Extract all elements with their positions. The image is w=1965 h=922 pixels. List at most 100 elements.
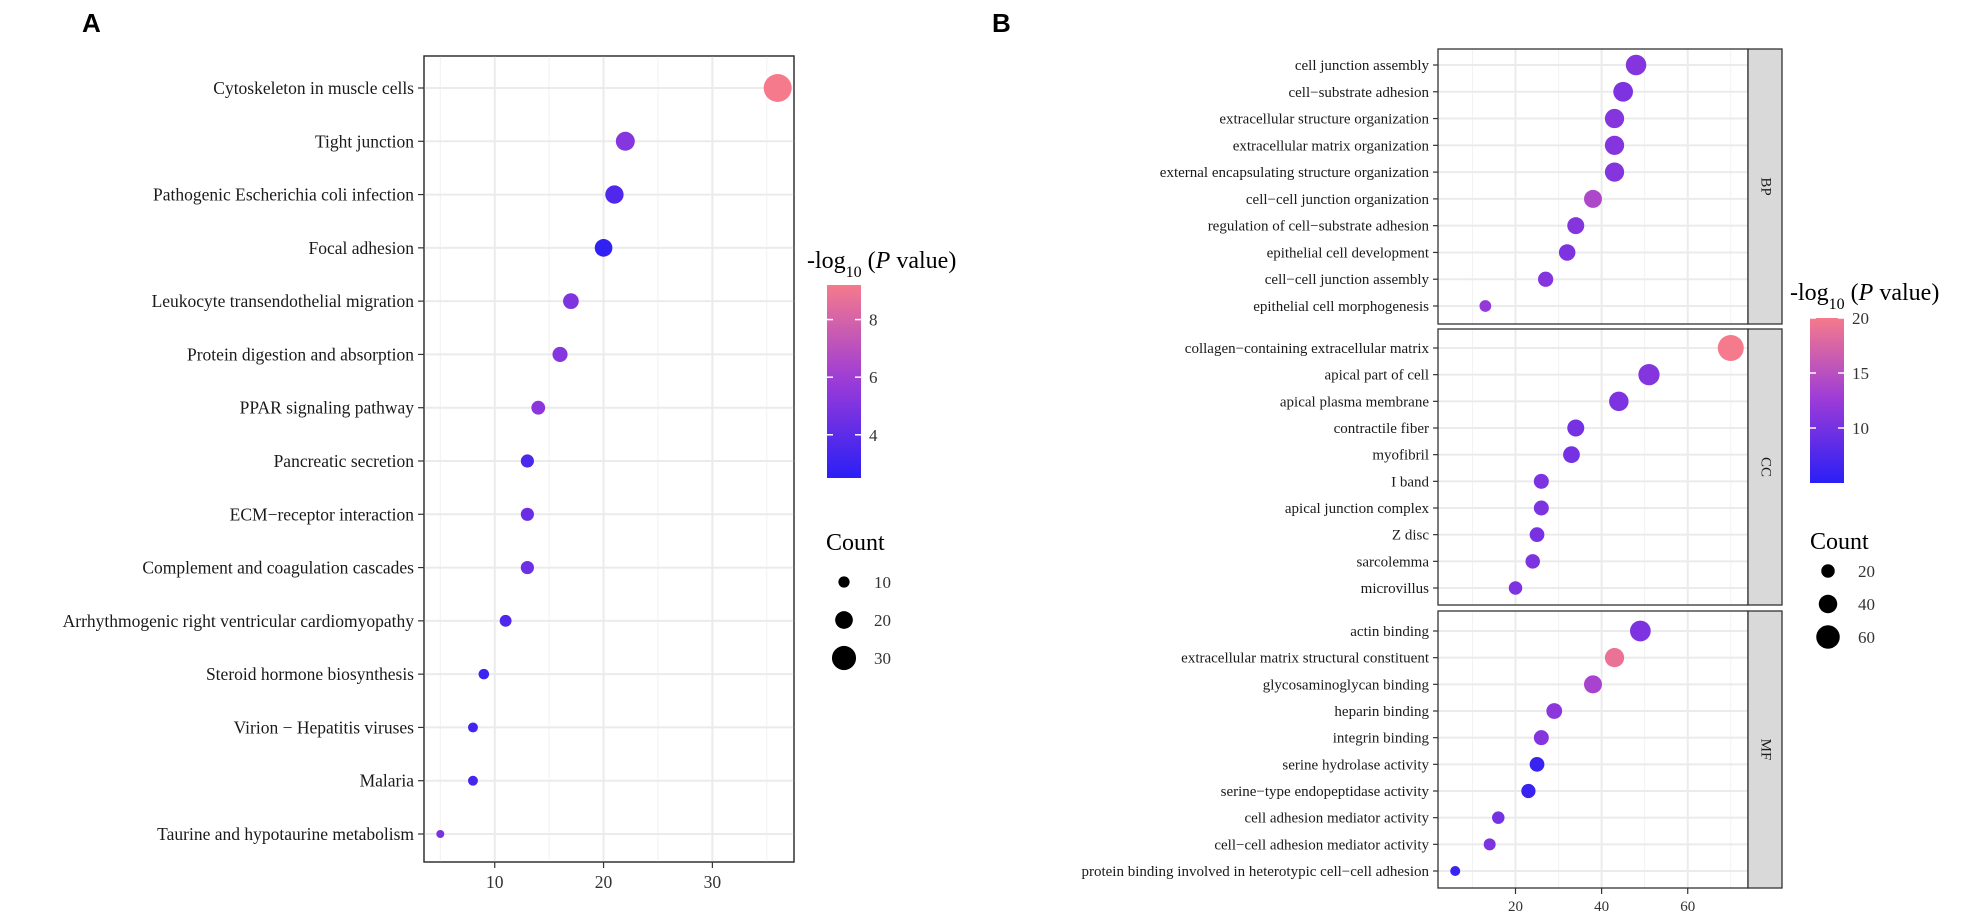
- panel-a-chart: Cytoskeleton in muscle cells Tight juncti…: [63, 55, 956, 892]
- y-tick-label: myofibril: [1372, 448, 1429, 464]
- y-tick-label: cell−cell junction organization: [1246, 192, 1430, 208]
- facet-strip-label: MF: [1758, 739, 1774, 761]
- plot-border-a: [423, 55, 795, 863]
- data-point: [1546, 703, 1563, 719]
- y-tick-label: Arrhythmogenic right ventricular cardiom…: [63, 611, 415, 631]
- data-point: [763, 74, 792, 102]
- x-tick-label: 20: [1508, 899, 1523, 915]
- data-point: [1483, 838, 1496, 851]
- y-tick-label: collagen−containing extracellular matrix: [1185, 341, 1430, 357]
- data-point: [1525, 554, 1540, 569]
- x-tick-label: 30: [704, 872, 722, 892]
- data-point: [520, 560, 534, 575]
- data-point: [1529, 756, 1545, 772]
- y-tick-label: cell−cell junction assembly: [1265, 272, 1430, 288]
- y-tick-label: apical junction complex: [1285, 501, 1430, 517]
- y-tick-label: Cytoskeleton in muscle cells: [213, 78, 414, 98]
- y-tick-label: extracellular matrix organization: [1233, 138, 1430, 154]
- size-legend-point: [1816, 625, 1840, 649]
- data-point: [468, 775, 478, 786]
- data-point: [615, 131, 635, 151]
- y-tick-label: actin binding: [1350, 624, 1429, 640]
- color-legend-title: -log10 (P value): [807, 248, 956, 281]
- data-point: [1529, 527, 1545, 543]
- y-tick-label: Complement and coagulation cascades: [142, 558, 414, 578]
- data-point: [1584, 675, 1602, 694]
- data-point: [1604, 135, 1625, 155]
- facet-strip-label: CC: [1758, 457, 1774, 477]
- data-point: [1533, 730, 1549, 746]
- data-point: [552, 346, 568, 362]
- color-legend-tick-label: 20: [1852, 309, 1869, 328]
- y-tick-label: sarcolemma: [1357, 554, 1430, 570]
- size-legend-point: [831, 645, 857, 671]
- data-point: [1717, 335, 1744, 361]
- color-legend-bar: [1810, 318, 1844, 483]
- data-point: [1567, 419, 1585, 437]
- y-tick-label: protein binding involved in heterotypic …: [1081, 864, 1429, 880]
- y-tick-label: Focal adhesion: [309, 238, 415, 258]
- facet-strip: [1747, 610, 1783, 889]
- data-point: [1567, 217, 1585, 235]
- size-legend-label: 30: [874, 649, 891, 668]
- size-legend-label: 20: [874, 611, 891, 630]
- data-point: [1558, 244, 1576, 261]
- data-point: [1625, 54, 1647, 76]
- y-tick-label: microvillus: [1361, 581, 1429, 597]
- facet-strip: [1747, 328, 1783, 606]
- color-legend-tick-label: 4: [869, 426, 878, 445]
- data-point: [1521, 783, 1536, 799]
- data-point: [468, 722, 478, 733]
- data-point: [1492, 811, 1505, 824]
- facet-strip: [1747, 48, 1783, 325]
- y-tick-label: I band: [1391, 474, 1429, 490]
- data-point: [1533, 500, 1549, 516]
- x-tick-label: 40: [1594, 899, 1609, 915]
- color-legend-bar: [827, 285, 861, 478]
- size-legend-label: 10: [874, 573, 891, 592]
- y-tick-label: serine−type endopeptidase activity: [1221, 784, 1430, 800]
- data-point: [531, 400, 546, 415]
- y-tick-label: Z disc: [1392, 528, 1429, 544]
- y-tick-label: apical part of cell: [1324, 368, 1429, 384]
- data-point: [1613, 81, 1634, 102]
- data-point: [594, 239, 613, 257]
- y-tick-label: ECM−receptor interaction: [230, 504, 415, 524]
- y-tick-label: epithelial cell development: [1267, 245, 1430, 261]
- facet-panel-bp: [1438, 49, 1748, 324]
- y-tick-label: regulation of cell−substrate adhesion: [1208, 219, 1430, 235]
- data-point: [1638, 364, 1660, 386]
- y-tick-label: epithelial cell morphogenesis: [1253, 299, 1429, 315]
- x-tick-label: 20: [595, 872, 613, 892]
- size-legend-label: 60: [1858, 628, 1875, 647]
- data-point: [1508, 581, 1523, 595]
- y-tick-label: apical plasma membrane: [1280, 394, 1429, 410]
- color-legend-tick-label: 10: [1852, 419, 1869, 438]
- panel-b-chart: BP cell junction assembly cell−substrate a…: [1081, 48, 1939, 915]
- size-legend-point: [838, 576, 850, 588]
- data-point: [499, 614, 512, 627]
- data-point: [1604, 648, 1625, 668]
- y-tick-label: Taurine and hypotaurine metabolism: [157, 824, 414, 844]
- data-point: [520, 454, 534, 468]
- color-legend-tick-label: 6: [869, 368, 878, 387]
- y-tick-label: cell adhesion mediator activity: [1244, 811, 1429, 827]
- color-legend-tick-label: 8: [869, 311, 878, 330]
- x-tick-label: 10: [486, 872, 504, 892]
- y-tick-label: Pathogenic Escherichia coli infection: [153, 185, 414, 205]
- size-legend-point: [1818, 594, 1838, 614]
- y-tick-label: Malaria: [360, 771, 415, 791]
- y-tick-label: external encapsulating structure organiz…: [1160, 165, 1430, 181]
- data-point: [605, 185, 624, 204]
- size-legend-title: Count: [1810, 529, 1869, 555]
- size-legend-label: 20: [1858, 562, 1875, 581]
- data-point: [1563, 446, 1580, 464]
- data-point: [436, 830, 445, 838]
- data-point: [478, 668, 490, 680]
- y-tick-label: Pancreatic secretion: [274, 451, 415, 471]
- y-tick-label: Tight junction: [315, 131, 414, 151]
- color-legend-title: -log10 (P value): [1790, 280, 1939, 313]
- y-tick-label: cell junction assembly: [1295, 58, 1430, 74]
- data-point: [1629, 620, 1651, 642]
